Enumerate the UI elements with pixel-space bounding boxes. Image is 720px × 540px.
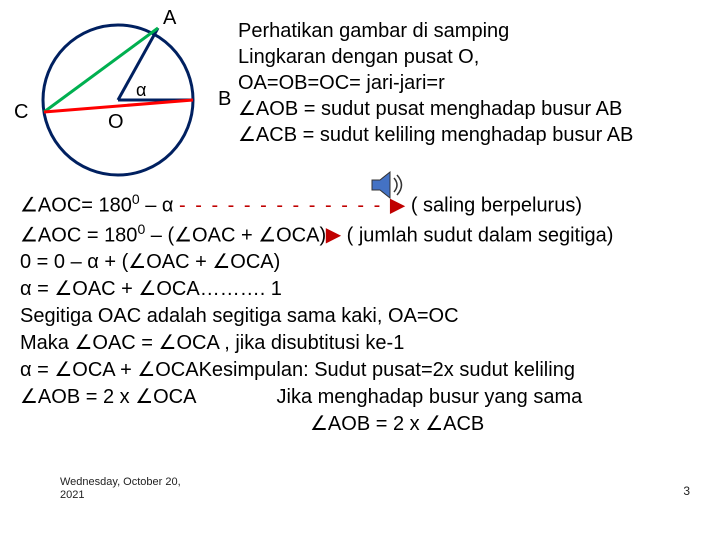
circle-diagram: A C O α — [8, 10, 238, 180]
point-B-label: B — [218, 88, 231, 111]
desc-line-4: ∠AOB = sudut pusat menghadap busur AB — [238, 96, 633, 122]
speaker-icon[interactable] — [370, 170, 406, 205]
desc-line-3: OA=OB=OC= jari-jari=r — [238, 70, 633, 96]
footer-page-number: 3 — [683, 484, 690, 498]
svg-text:A: A — [163, 10, 177, 29]
proof-line-6: Maka ∠OAC = ∠OCA , jika disubtitusi ke-1 — [20, 330, 720, 357]
svg-text:α: α — [136, 80, 146, 100]
desc-line-5: ∠ACB = sudut keliling menghadap busur AB — [238, 122, 633, 148]
proof-line-5: Segitiga OAC adalah segitiga sama kaki, … — [20, 303, 720, 330]
svg-text:O: O — [108, 111, 124, 133]
proof-line-9: ∠AOB = 2 x ∠ACB — [20, 411, 720, 438]
svg-text:C: C — [14, 101, 28, 123]
desc-line-1: Perhatikan gambar di samping — [238, 18, 633, 44]
footer-date: Wednesday, October 20, 2021 — [60, 476, 181, 502]
proof-line-3: 0 = 0 – α + (∠OAC + ∠OCA) — [20, 249, 720, 276]
desc-line-2: Lingkaran dengan pusat O, — [238, 44, 633, 70]
proof-line-2: ∠AOC = 1800 – (∠OAC + ∠OCA) ▶ ( jumlah s… — [20, 220, 720, 250]
proof-line-7: α = ∠OCA + ∠OCAKesimpulan: Sudut pusat=2… — [20, 357, 720, 384]
description-block: Perhatikan gambar di samping Lingkaran d… — [238, 10, 633, 148]
proof-line-8: ∠AOB = 2 x ∠OCA Jika menghadap busur yan… — [20, 384, 720, 411]
proof-line-4: α = ∠OAC + ∠OCA………. 1 — [20, 276, 720, 303]
proof-block: ∠AOC= 1800 – α - - - - - - - - - - - - -… — [20, 190, 720, 438]
